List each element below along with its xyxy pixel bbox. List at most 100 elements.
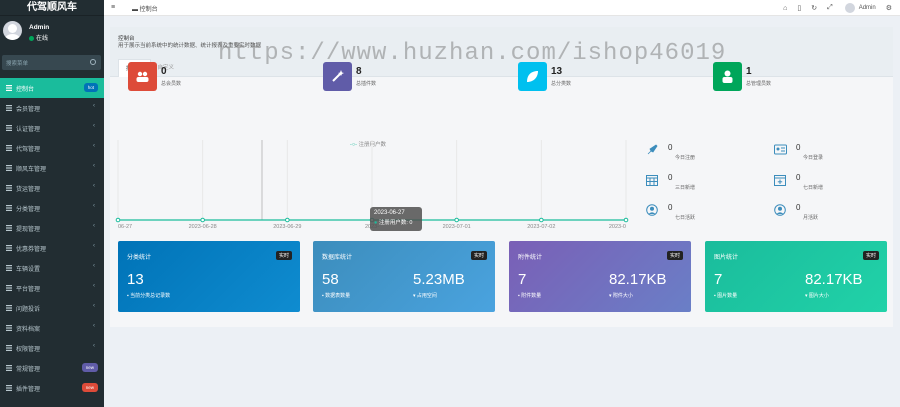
chevron-left-icon: ‹ — [93, 203, 95, 209]
chevron-left-icon: ‹ — [93, 163, 95, 169]
sidebar-item-label: 控制台 — [16, 87, 35, 93]
home-icon[interactable]: ⌂ — [783, 4, 788, 12]
refresh-icon[interactable]: ↻ — [811, 5, 818, 12]
card-caption: ▪ 数据表数量 — [322, 292, 350, 299]
stat-label: 总会员数 — [161, 81, 182, 87]
calendar-icon — [646, 174, 659, 187]
menu-toggle-icon[interactable]: ≡ — [111, 4, 116, 11]
sidebar-item[interactable]: 优惠券管理 ‹ — [0, 238, 104, 258]
chart-x-tick-label: 2023-06-29 — [273, 224, 301, 230]
sidebar-item[interactable]: 插件管理 new — [0, 378, 104, 398]
sidebar-item-label: 分类管理 — [16, 207, 41, 213]
sidebar-item-label: 平台管理 — [16, 287, 41, 293]
avatar — [3, 21, 22, 40]
menu-item-icon — [6, 385, 12, 391]
menu-item-icon — [6, 345, 12, 351]
settings-icon[interactable]: ⚙ — [885, 5, 892, 12]
stat-box: 13 总分类数 — [518, 62, 678, 94]
mini-stat-label: 今日登录 — [803, 155, 824, 161]
chart-point — [200, 217, 205, 223]
chevron-left-icon: ‹ — [93, 343, 95, 349]
filter-icon: ▾ — [609, 293, 613, 299]
menu-item-icon — [6, 225, 12, 231]
brand-logo[interactable]: 代驾顺风车 — [0, 0, 104, 16]
stat-icon-box — [518, 62, 547, 91]
chevron-left-icon: ‹ — [93, 123, 95, 129]
filter-icon: ▾ — [805, 293, 809, 299]
sidebar-item-label: 认证管理 — [16, 127, 41, 133]
mini-stat-label: 三日新增 — [675, 185, 696, 191]
chevron-left-icon: ‹ — [93, 223, 95, 229]
sidebar-item[interactable]: 车辆设置 ‹ — [0, 258, 104, 278]
mini-stat-value: 0 — [668, 173, 673, 182]
card-caption-text: 图片数量 — [717, 293, 738, 299]
card-badge: 实时 — [666, 251, 683, 260]
chevron-left-icon: ‹ — [93, 263, 95, 269]
sidebar-item[interactable]: 提现管理 ‹ — [0, 218, 104, 238]
chevron-left-icon: ‹ — [93, 243, 95, 249]
topbar: ≡ ▬ 控制台 ⌂ ▯ ↻ ⤢ Admin ⚙ — [104, 0, 900, 16]
sidebar-item[interactable]: 认证管理 ‹ — [0, 118, 104, 138]
sidebar-item[interactable]: 权限管理 ‹ — [0, 338, 104, 358]
sidebar-item[interactable]: 分类管理 ‹ — [0, 198, 104, 218]
sidebar-item[interactable]: 货运管理 ‹ — [0, 178, 104, 198]
chevron-left-icon: ‹ — [93, 143, 95, 149]
sidebar-item[interactable]: 资料档案 ‹ — [0, 318, 104, 338]
mini-stat-label: 月活跃 — [803, 215, 819, 221]
sidebar-badge: new — [81, 383, 98, 392]
fullscreen-icon[interactable]: ⤢ — [827, 4, 833, 11]
card-value: 7 — [714, 271, 723, 288]
stat-box: 0 总会员数 — [128, 62, 288, 94]
sidebar-item-label: 会员管理 — [16, 107, 41, 113]
filter-icon: ▾ — [413, 293, 417, 299]
sidebar-item-label: 插件管理 — [16, 387, 41, 393]
stat-label: 总管理员数 — [746, 81, 772, 87]
sidebar-item-label: 提现管理 — [16, 227, 41, 233]
sidebar-item[interactable]: 控制台 hot — [0, 78, 104, 98]
chart-point — [539, 217, 544, 223]
stat-icon-box — [128, 62, 157, 91]
sidebar-search-input[interactable]: 搜索菜单 — [2, 55, 101, 70]
chevron-left-icon: ‹ — [93, 323, 95, 329]
search-icon[interactable] — [90, 59, 96, 65]
panel-heading: 控制台 用于展示当前系统中的统计数据、统计报表及重要实时数据 控制台 自定义 — [110, 27, 893, 77]
topbar-admin-name[interactable]: Admin — [858, 5, 876, 11]
sidebar-item[interactable]: 会员管理 ‹ — [0, 98, 104, 118]
card-caption-secondary: ▾ 占用空间 — [413, 292, 437, 299]
sidebar-item[interactable]: 平台管理 ‹ — [0, 278, 104, 298]
stat-icon-box — [713, 62, 742, 91]
chart-point — [115, 217, 121, 223]
stat-box: 1 总管理员数 — [713, 62, 873, 94]
mini-stat-label: 今日注册 — [675, 155, 696, 161]
topbar-avatar[interactable] — [844, 3, 855, 13]
sidebar-item[interactable]: 代驾管理 ‹ — [0, 138, 104, 158]
tooltip-dot-icon: ● — [374, 220, 378, 226]
menu-item-icon — [6, 205, 12, 211]
chevron-left-icon: ‹ — [93, 183, 95, 189]
trash-icon[interactable]: ▯ — [797, 5, 802, 12]
menu-item-icon — [6, 145, 12, 151]
registration-line-chart[interactable]: -○- 注册用户数 06-272023-06-282023-06-292023-… — [115, 140, 629, 230]
legend-line-icon: -○- — [350, 142, 357, 148]
card-value: 13 — [127, 271, 144, 288]
tab-dashboard[interactable]: ▬ 控制台 — [132, 4, 158, 13]
card-caption-text: 图片大小 — [808, 293, 829, 299]
sidebar-item[interactable]: 常规管理 new — [0, 358, 104, 378]
sidebar-item[interactable]: 问题投诉 ‹ — [0, 298, 104, 318]
sidebar-badge: hot — [83, 83, 98, 92]
mini-stat: 0 三日新增 — [646, 172, 766, 200]
menu-item-icon — [6, 265, 12, 271]
sidebar-item[interactable]: 顺风车管理 ‹ — [0, 158, 104, 178]
mini-stat-label: 七日新增 — [803, 185, 824, 191]
panel-title: 控制台 — [118, 36, 135, 42]
tab-custom[interactable]: 自定义 — [157, 65, 175, 71]
card-caption-icon: ▪ — [714, 293, 718, 299]
chart-point — [454, 217, 459, 223]
stat-label: 总插件数 — [356, 81, 377, 87]
user-status-text: 在线 — [36, 36, 49, 42]
menu-item-icon — [6, 85, 12, 91]
card-caption-text: 附件大小 — [612, 293, 633, 299]
mini-stat: 0 今日注册 — [646, 142, 766, 170]
card-caption: ▪ 附件数量 — [518, 292, 541, 299]
user-name: Admin — [29, 24, 50, 31]
